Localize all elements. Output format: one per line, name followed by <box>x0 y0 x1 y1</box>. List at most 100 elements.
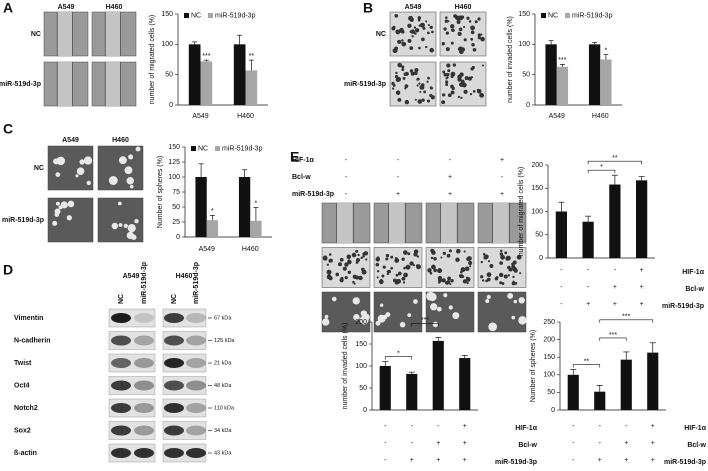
cell <box>457 47 462 51</box>
cell <box>504 251 508 255</box>
bar <box>556 66 569 105</box>
condition-value: - <box>560 284 563 291</box>
cell <box>399 27 404 32</box>
cell <box>413 252 418 257</box>
cell <box>465 276 469 279</box>
condition-value: - <box>560 267 563 274</box>
cell <box>419 90 422 93</box>
column-label: A549 <box>405 4 422 11</box>
cell <box>417 99 423 104</box>
column-label: H460 <box>176 273 193 280</box>
cell <box>423 90 427 94</box>
sphere <box>55 172 61 178</box>
cell <box>466 256 471 262</box>
cell <box>328 253 332 256</box>
blot-band <box>164 358 184 368</box>
cell <box>376 276 379 279</box>
significance: ** <box>612 155 618 162</box>
cell <box>418 46 421 50</box>
micrograph <box>373 291 423 333</box>
cell <box>455 257 460 262</box>
cell <box>344 262 349 267</box>
y-tick-label: 50 <box>172 204 180 211</box>
sphere <box>324 314 329 319</box>
cell <box>474 20 478 24</box>
cell <box>471 42 475 47</box>
significance-bracket <box>587 169 616 174</box>
sphere <box>126 231 134 240</box>
legend-label: NC <box>198 145 208 152</box>
cell <box>409 46 414 51</box>
condition-name: HIF-1α <box>515 425 538 432</box>
condition-value: + <box>463 423 467 430</box>
legend-swatch <box>191 146 196 151</box>
cell <box>391 81 395 86</box>
bar <box>588 44 601 105</box>
cell <box>487 277 491 282</box>
cell <box>450 28 453 31</box>
bar <box>432 340 444 410</box>
condition-name: Bcl-w <box>687 442 706 449</box>
condition-value: + <box>598 457 602 464</box>
y-tick-label: 0 <box>176 234 180 241</box>
y-tick-label: 50 <box>547 389 555 396</box>
legend-swatch <box>184 13 189 18</box>
condition-value: - <box>587 284 590 291</box>
cell <box>326 269 332 275</box>
blot-band <box>164 425 184 436</box>
cell <box>409 69 414 73</box>
protein-label: N-cadherin <box>14 337 51 344</box>
bar <box>459 358 471 410</box>
y-tick-label: 0 <box>539 255 543 262</box>
cell <box>378 279 384 285</box>
significance: * <box>600 164 603 171</box>
cell <box>386 270 389 273</box>
cell <box>391 26 396 31</box>
cell <box>445 16 448 19</box>
cell <box>500 254 506 260</box>
cell <box>458 27 463 32</box>
cell <box>466 281 469 285</box>
sphere <box>375 320 381 326</box>
sphere <box>379 303 384 307</box>
sphere <box>118 156 127 165</box>
cell <box>480 33 483 36</box>
cell <box>512 275 515 279</box>
cell <box>407 38 412 43</box>
wound-gap <box>105 62 121 106</box>
protein-label: Vimentin <box>14 315 43 322</box>
cell <box>426 80 429 83</box>
cell <box>443 73 448 77</box>
cell <box>470 30 475 35</box>
cell <box>404 99 410 105</box>
cell <box>481 38 484 42</box>
cell <box>395 90 401 95</box>
sphere <box>353 314 360 321</box>
condition-value: - <box>397 174 400 181</box>
significance: * <box>255 200 258 207</box>
column-label: H460 <box>455 4 472 11</box>
y-axis-label: number of invaded cells (%) <box>507 16 514 103</box>
cell <box>401 276 406 281</box>
blot-band <box>186 313 206 323</box>
sphere <box>448 305 453 310</box>
cell <box>512 260 517 265</box>
cell <box>420 83 425 87</box>
condition-value: + <box>396 191 400 198</box>
cell <box>326 274 332 280</box>
y-tick-label: 50 <box>359 385 367 392</box>
cell <box>450 24 455 29</box>
cell <box>507 265 511 270</box>
cell <box>499 252 504 256</box>
cell <box>401 257 405 261</box>
cell <box>463 89 468 94</box>
cell <box>322 255 328 261</box>
size-label: 21 kDa <box>214 360 232 366</box>
size-label: 43 kDa <box>214 450 232 456</box>
sphere <box>135 146 141 152</box>
sphere <box>452 312 460 320</box>
cell <box>463 38 467 42</box>
sphere <box>428 292 437 302</box>
cell <box>516 254 522 260</box>
bar <box>188 44 201 105</box>
